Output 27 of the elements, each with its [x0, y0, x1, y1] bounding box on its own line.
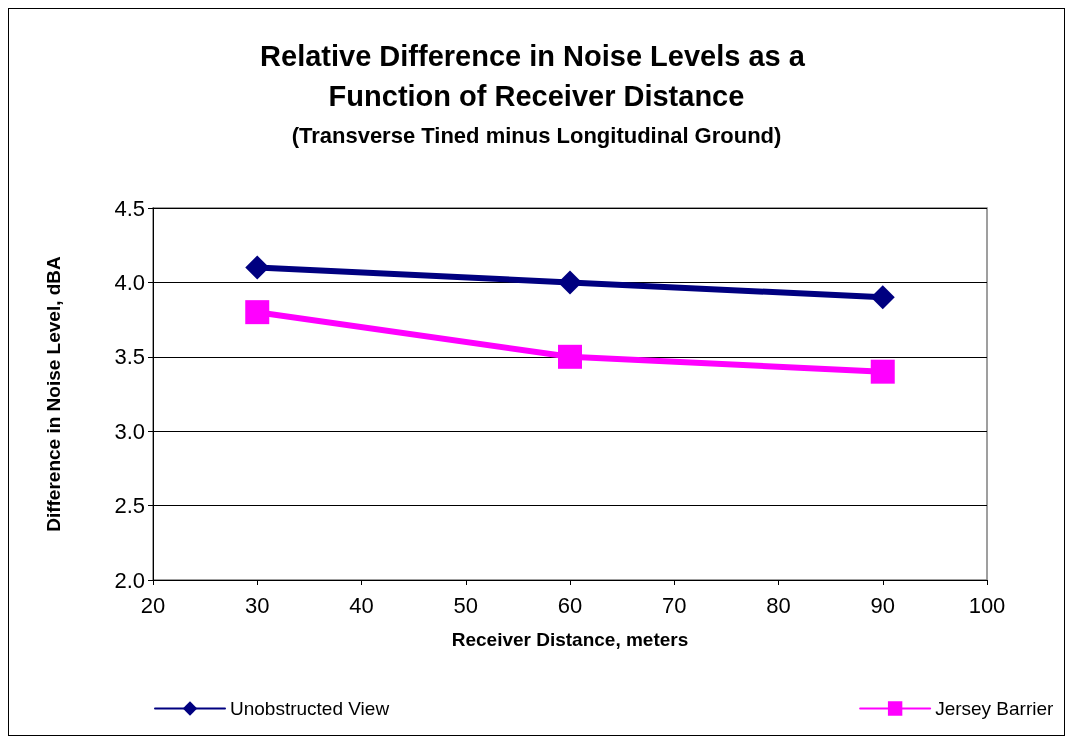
y-tick-label: 3.5 [114, 344, 145, 370]
y-tick-label: 4.5 [114, 195, 145, 221]
x-axis-title: Receiver Distance, meters [451, 629, 689, 650]
x-tick-label: 70 [662, 592, 687, 618]
x-tick-label: 30 [245, 592, 270, 618]
x-tick-label: 100 [968, 592, 1006, 618]
legend-label: Unobstructed View [230, 698, 390, 719]
y-axis-title: Difference in Noise Level, dBA [43, 255, 64, 532]
point [870, 359, 895, 384]
chart-subtitle: (Transverse Tined minus Longitudinal Ground) [291, 122, 782, 148]
y-tick-label: 2.5 [114, 493, 145, 519]
point [245, 255, 270, 280]
x-tick-label: 40 [349, 592, 374, 618]
y-tick-label: 2.0 [114, 567, 145, 593]
chart-title: Relative Difference in Noise Levels as a Function of Receiver Distance [260, 40, 813, 112]
y-tick-label: 3.0 [114, 418, 145, 444]
point [558, 270, 582, 295]
point [870, 285, 895, 310]
x-tick-label: 60 [557, 592, 583, 618]
point [558, 344, 582, 369]
legend-label: Jersey Barrier [935, 698, 1055, 719]
point [245, 300, 270, 325]
x-tick-label: 90 [870, 592, 895, 618]
x-tick-label: 80 [766, 592, 791, 618]
x-tick-label: 20 [140, 592, 166, 618]
y-tick-label: 4.0 [114, 269, 145, 295]
x-tick-label: 50 [453, 592, 478, 618]
